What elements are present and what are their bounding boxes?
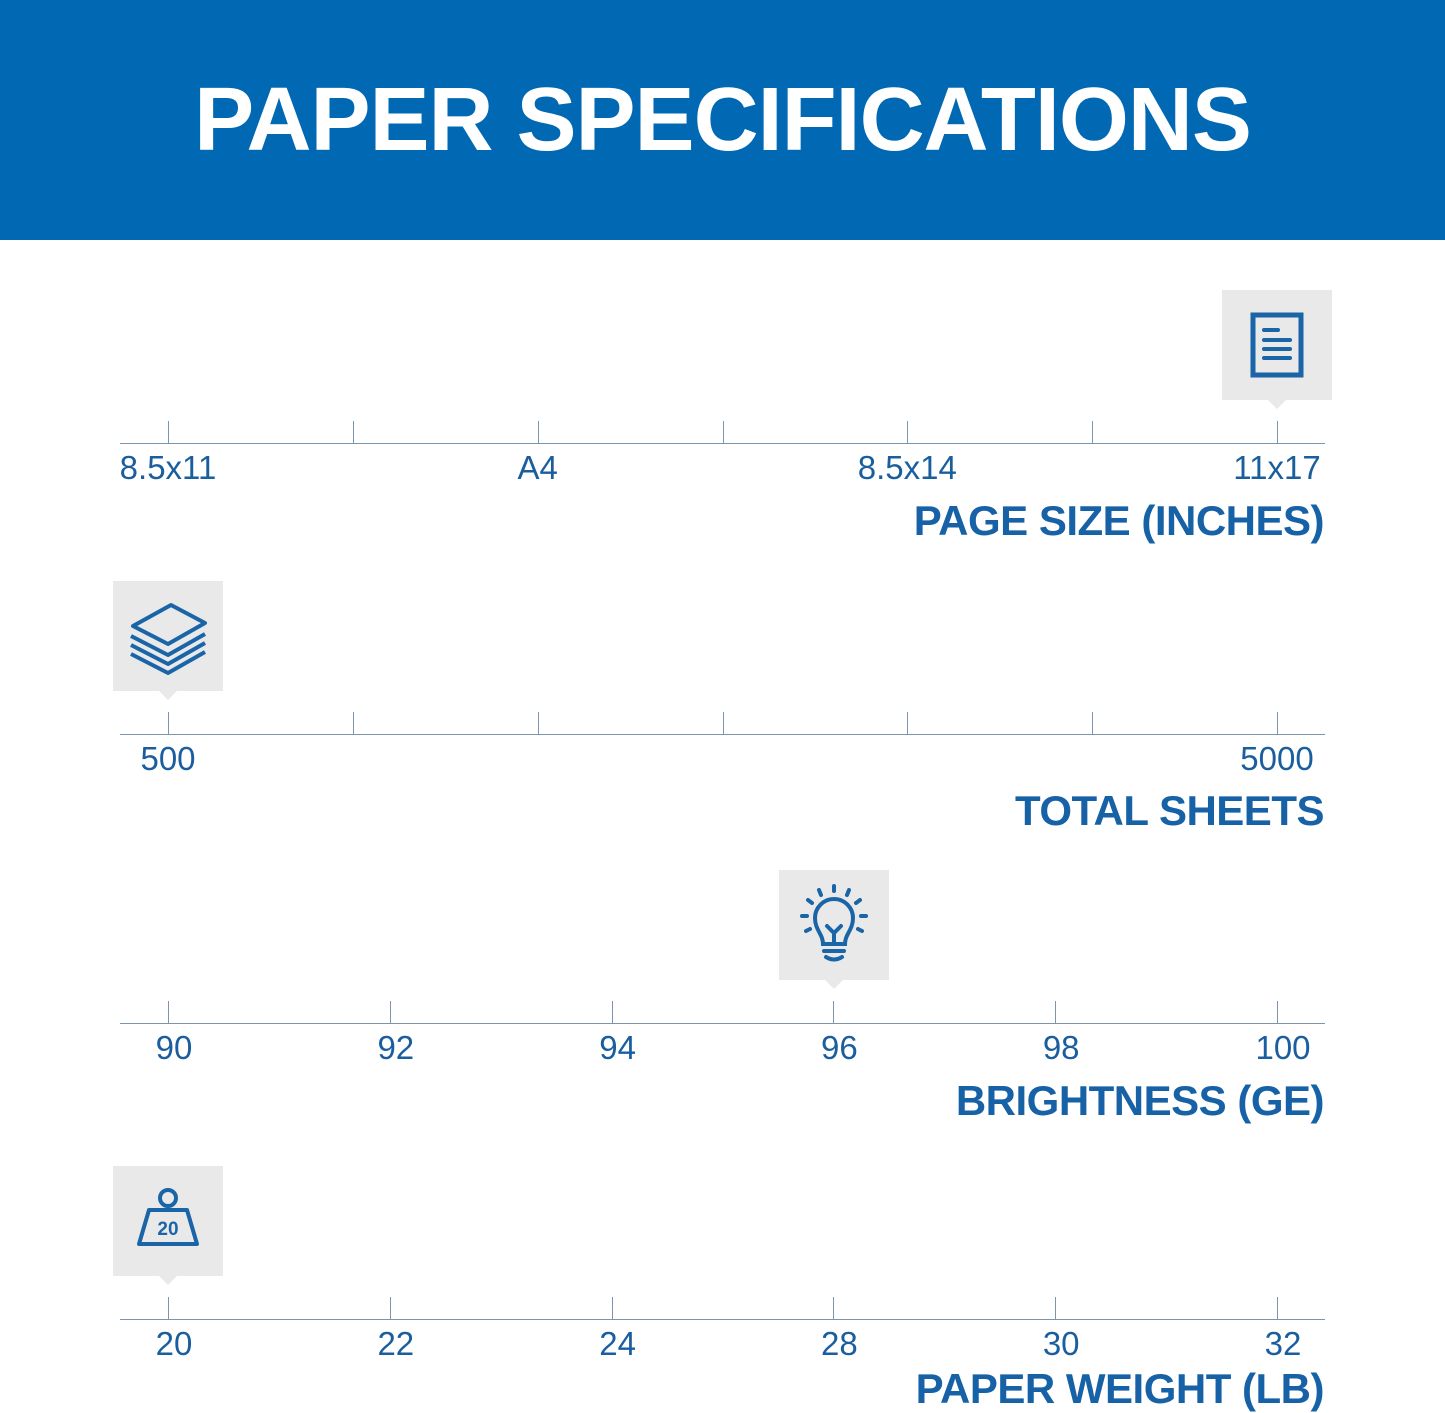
total-sheets-tick-label: 500 [140,740,196,777]
brightness-scale: 90 92 94 96 98 100 BRIGHTNESS (GE) [0,0,1445,1124]
total-sheets-tick [722,712,724,734]
paper-weight-title: PAPER WEIGHT (LB) [915,1365,1325,1412]
header-banner: PAPER SPECIFICATIONS [0,0,1445,240]
page-size-tick-label: A4 [517,449,558,486]
total-sheets-marker [113,581,223,700]
total-sheets-tick [168,712,169,734]
total-sheets-tick [1277,712,1278,734]
brightness-title: BRIGHTNESS (GE) [955,1077,1325,1124]
total-sheets-axis-line [120,734,1325,735]
paper-weight-tick [833,1297,835,1319]
brightness-tick-label: 100 [1255,1029,1311,1066]
brightness-tick [1277,1001,1278,1023]
paper-weight-marker: 20 [113,1166,223,1285]
paper-weight-tick-label: 28 [821,1325,858,1362]
total-sheets-tick [352,712,354,734]
brightness-axis-line [120,1023,1325,1024]
paper-weight-tick-label: 30 [1042,1325,1080,1362]
weight-icon: 20 [137,1188,199,1246]
paper-weight-tick-label: 32 [1264,1325,1302,1362]
total-sheets-title: TOTAL SHEETS [1014,787,1325,834]
paper-weight-tick [168,1297,169,1319]
brightness-tick-label: 92 [377,1029,415,1066]
paper-weight-tick [389,1297,391,1319]
brightness-tick-label: 90 [155,1029,193,1066]
total-sheets-scale: 500 5000 TOTAL SHEETS [0,0,1445,834]
paper-weight-tick [1055,1297,1057,1319]
brightness-tick [833,1001,835,1023]
page-size-tick [352,421,354,443]
paper-weight-axis-line [120,1319,1325,1320]
total-sheets-tick-label: 5000 [1240,740,1314,777]
lightbulb-icon [800,884,868,962]
paper-weight-tick-label: 24 [599,1325,636,1362]
paper-weight-tick-label: 20 [155,1325,193,1362]
brightness-tick [611,1001,613,1023]
paper-weight-tick [611,1297,613,1319]
paper-weight-tick-label: 22 [377,1325,415,1362]
paper-weight-tick [1277,1297,1278,1319]
brightness-tick [168,1001,169,1023]
page-size-marker [1222,290,1332,409]
page-size-tick [1277,421,1278,443]
brightness-tick-label: 98 [1042,1029,1080,1066]
page-size-tick [722,421,724,443]
page-title: PAPER SPECIFICATIONS [194,69,1252,170]
page-size-scale: 8.5x11 A4 8.5x14 11x17 PAGE SIZE (INCHES) [0,0,1445,544]
document-icon [1250,312,1304,378]
page-size-tick-label: 8.5x11 [119,449,217,486]
total-sheets-tick [537,712,539,734]
brightness-tick [389,1001,391,1023]
brightness-tick-label: 96 [821,1029,858,1066]
stacked-sheets-icon [130,603,207,675]
page-size-title: PAGE SIZE (INCHES) [913,497,1325,544]
brightness-tick-label: 94 [599,1029,636,1066]
page-size-tick-label: 11x17 [1233,449,1321,486]
weight-icon-label: 20 [157,1219,178,1240]
page-size-tick [1092,421,1094,443]
page-size-tick [168,421,169,443]
page-size-tick [537,421,539,443]
page-size-axis-line [120,443,1325,444]
total-sheets-tick [907,712,909,734]
brightness-marker [779,870,889,989]
total-sheets-tick [1092,712,1094,734]
page-size-tick-label: 8.5x14 [857,449,957,486]
brightness-tick [1055,1001,1057,1023]
page-size-tick [907,421,909,443]
